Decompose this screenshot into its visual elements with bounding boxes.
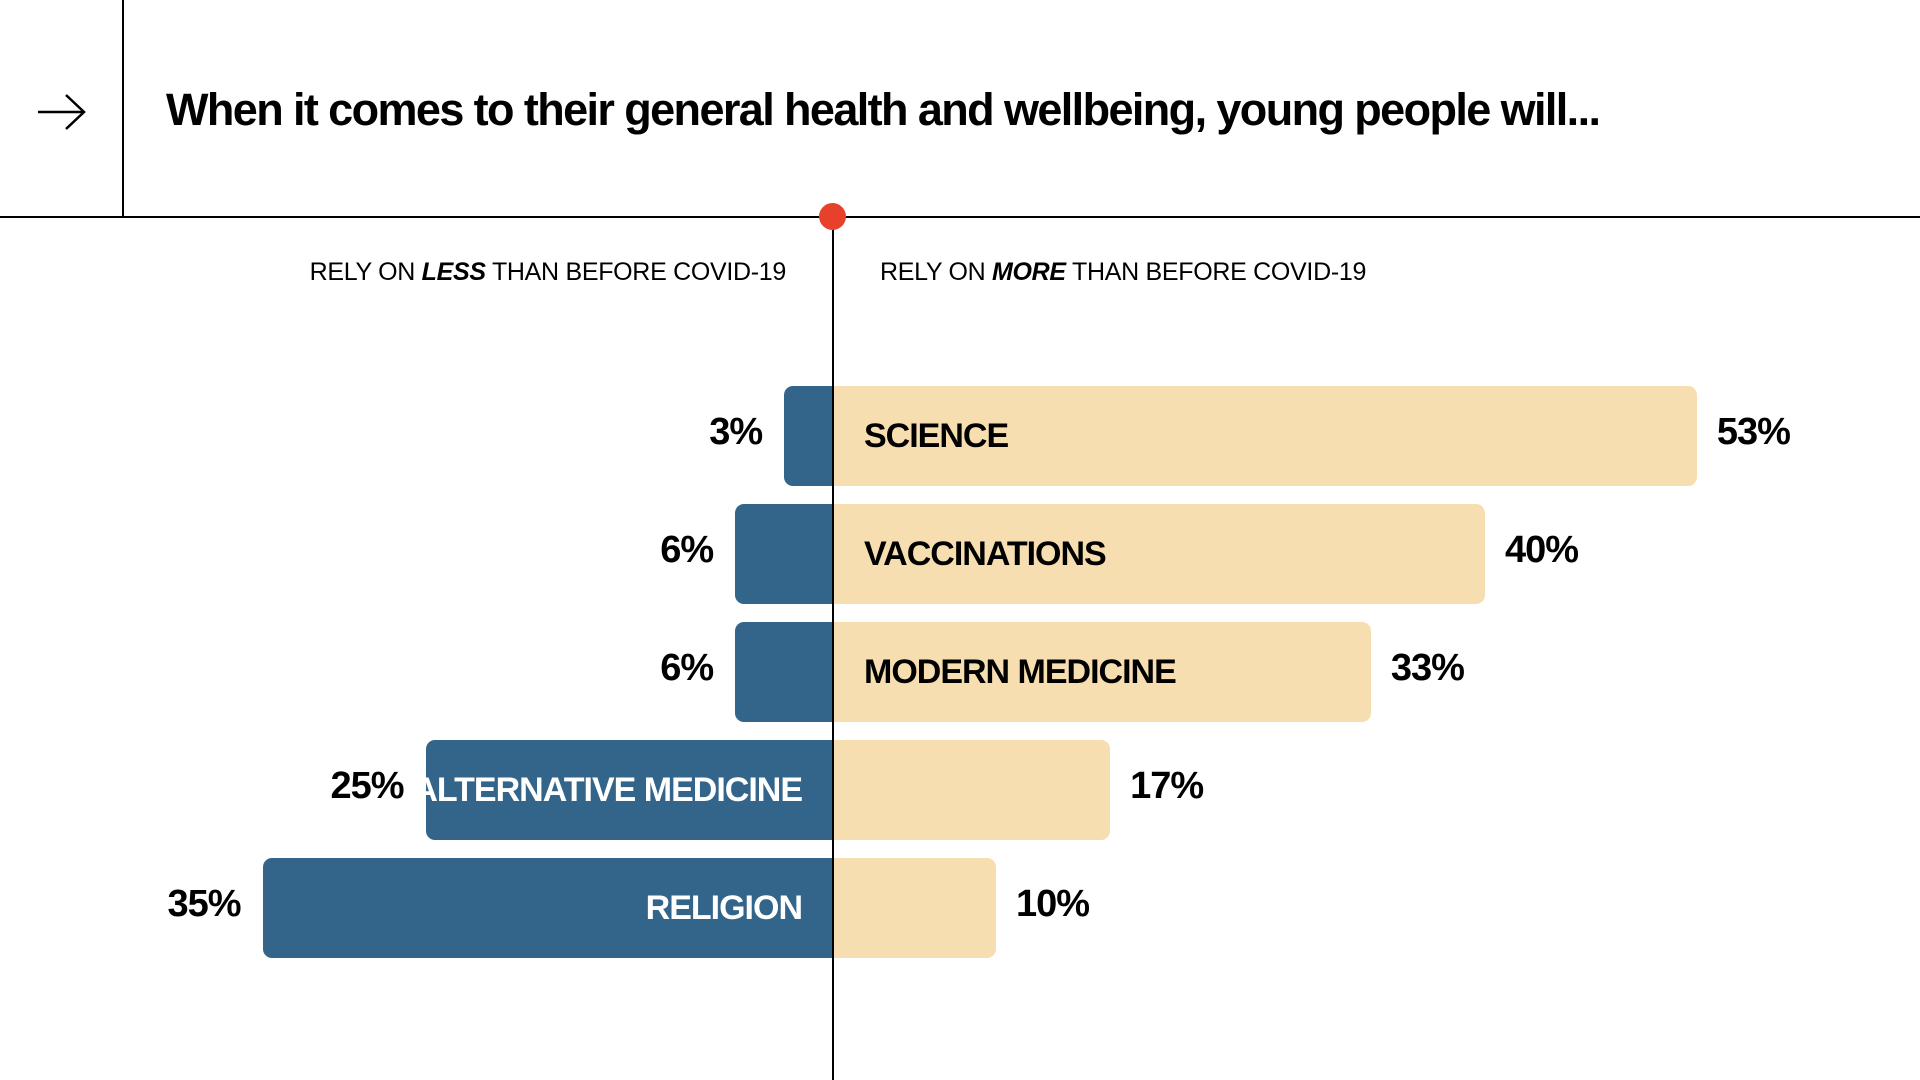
center-axis	[832, 216, 834, 1080]
value-label-less-alternative-medicine: 25%	[330, 765, 404, 807]
bar-less-alternative-medicine	[425, 740, 833, 840]
value-label-less-modern-medicine: 6%	[660, 647, 714, 689]
value-label-more-vaccinations: 40%	[1505, 529, 1579, 571]
value-label-less-science: 3%	[709, 411, 763, 453]
side-label-more-suffix: THAN BEFORE COVID-19	[1065, 258, 1367, 286]
value-label-more-science: 53%	[1716, 411, 1791, 453]
arrow-right-icon	[38, 94, 86, 130]
value-label-more-alternative-medicine: 17%	[1130, 765, 1204, 807]
header-divider	[122, 0, 124, 216]
bar-more-vaccinations	[833, 504, 1485, 604]
bar-less-science	[784, 386, 833, 486]
bar-more-religion	[833, 858, 996, 958]
value-label-more-modern-medicine: 33%	[1390, 647, 1465, 689]
bar-more-modern-medicine	[833, 622, 1371, 722]
category-label-alternative-medicine: ALTERNATIVE MEDICINE	[413, 771, 803, 809]
side-label-less: RELY ON LESS THAN BEFORE COVID-19	[309, 258, 787, 287]
value-label-more-religion: 10%	[1016, 883, 1090, 925]
side-label-more-prefix: RELY ON	[880, 258, 992, 286]
bar-more-science	[833, 386, 1697, 486]
side-label-less-suffix: THAN BEFORE COVID-19	[485, 258, 786, 286]
side-label-more-emphasis: MORE	[992, 258, 1066, 286]
category-label-religion: RELIGION	[645, 889, 803, 927]
axis-dot	[819, 203, 846, 230]
bar-less-religion	[262, 858, 833, 958]
value-label-less-vaccinations: 6%	[660, 529, 714, 571]
bar-less-modern-medicine	[735, 622, 833, 722]
side-label-more: RELY ON MORE THAN BEFORE COVID-19	[880, 258, 1366, 287]
bar-more-alternative-medicine	[833, 740, 1111, 840]
side-label-less-emphasis: LESS	[421, 258, 486, 286]
header: When it comes to their general health an…	[0, 0, 1920, 218]
side-label-less-prefix: RELY ON	[309, 258, 422, 286]
value-label-less-religion: 35%	[167, 883, 241, 925]
category-label-modern-medicine: MODERN MEDICINE	[864, 653, 1177, 691]
category-label-vaccinations: VACCINATIONS	[864, 535, 1107, 573]
page-title: When it comes to their general health an…	[166, 84, 1601, 135]
category-label-science: SCIENCE	[864, 417, 1009, 455]
bar-less-vaccinations	[735, 504, 833, 604]
